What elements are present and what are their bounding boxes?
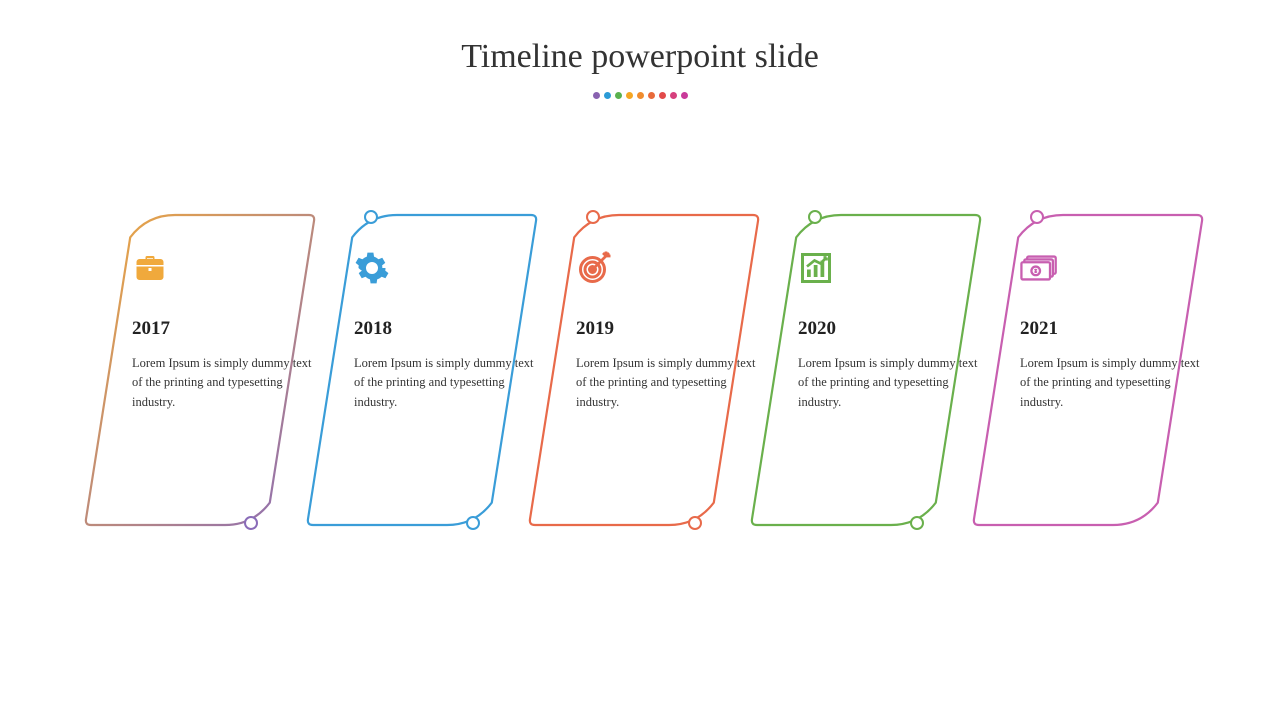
- divider-dot: [670, 92, 677, 99]
- timeline-desc: Lorem Ipsum is simply dummy text of the …: [354, 354, 534, 412]
- timeline-desc: Lorem Ipsum is simply dummy text of the …: [576, 354, 756, 412]
- chart-icon: [798, 248, 978, 288]
- timeline-year: 2019: [576, 318, 756, 340]
- timeline-year: 2020: [798, 318, 978, 340]
- timeline-container: 2017 Lorem Ipsum is simply dummy text of…: [80, 210, 1200, 550]
- divider-dot: [593, 92, 600, 99]
- divider-dot: [626, 92, 633, 99]
- briefcase-icon: [132, 248, 312, 288]
- divider-dot: [681, 92, 688, 99]
- divider-dot: [659, 92, 666, 99]
- divider-dot: [604, 92, 611, 99]
- gear-icon: [354, 248, 534, 288]
- timeline-desc: Lorem Ipsum is simply dummy text of the …: [798, 354, 978, 412]
- divider-dots: [0, 86, 1280, 104]
- divider-dot: [637, 92, 644, 99]
- timeline-desc: Lorem Ipsum is simply dummy text of the …: [1020, 354, 1200, 412]
- timeline-year: 2018: [354, 318, 534, 340]
- timeline-card-content: 2018 Lorem Ipsum is simply dummy text of…: [354, 248, 534, 412]
- divider-dot: [615, 92, 622, 99]
- timeline-desc: Lorem Ipsum is simply dummy text of the …: [132, 354, 312, 412]
- target-icon: [576, 248, 756, 288]
- timeline-card-content: 2017 Lorem Ipsum is simply dummy text of…: [132, 248, 312, 412]
- timeline-year: 2021: [1020, 318, 1200, 340]
- timeline-year: 2017: [132, 318, 312, 340]
- divider-dot: [648, 92, 655, 99]
- money-icon: [1020, 248, 1200, 288]
- slide-title: Timeline powerpoint slide: [0, 0, 1280, 76]
- timeline-card-content: 2019 Lorem Ipsum is simply dummy text of…: [576, 248, 756, 412]
- timeline-card-content: 2020 Lorem Ipsum is simply dummy text of…: [798, 248, 978, 412]
- timeline-card-content: 2021 Lorem Ipsum is simply dummy text of…: [1020, 248, 1200, 412]
